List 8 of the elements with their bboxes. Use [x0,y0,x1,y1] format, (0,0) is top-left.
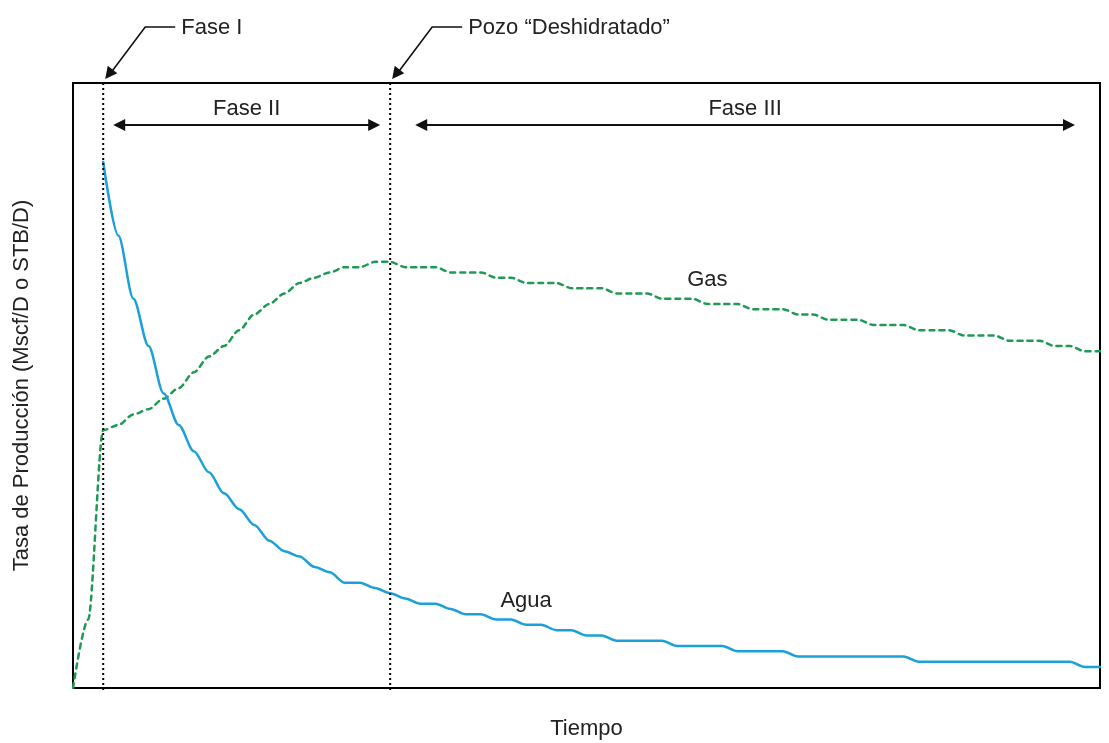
text: Fase II [213,95,281,120]
text: Fase I [181,14,243,39]
text: Pozo “Deshidratado” [468,14,670,39]
series-label: Agua [500,587,553,613]
text: Fase III [708,95,782,120]
series-label: Gas [687,266,728,292]
y-axis-title: Tasa de Producción (Mscf/D o STB/D) [7,199,33,572]
x-axis-title: Tiempo [550,714,623,740]
